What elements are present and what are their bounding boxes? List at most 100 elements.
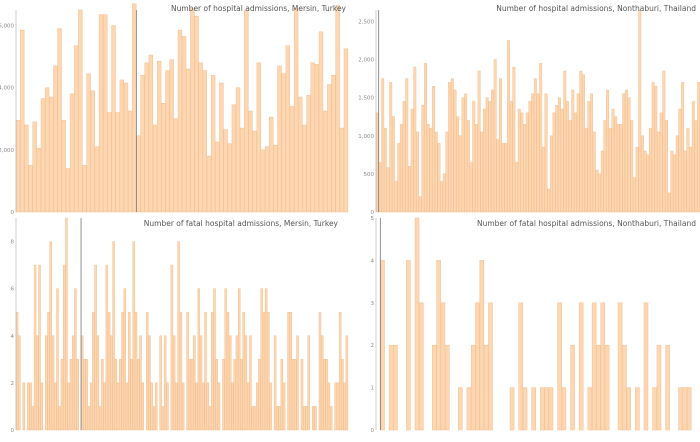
bar bbox=[429, 127, 433, 213]
bar bbox=[557, 302, 562, 431]
bar bbox=[273, 144, 278, 213]
bar bbox=[148, 335, 151, 431]
y-tick-label: 2,500 bbox=[358, 19, 374, 25]
bar bbox=[584, 127, 588, 213]
bar bbox=[393, 344, 398, 431]
bar bbox=[525, 112, 529, 213]
bar bbox=[45, 335, 48, 431]
bar bbox=[159, 335, 162, 431]
bar bbox=[215, 359, 218, 431]
bar bbox=[28, 165, 33, 213]
bar bbox=[552, 112, 556, 213]
bar bbox=[413, 66, 417, 213]
bar bbox=[248, 110, 253, 213]
bar bbox=[57, 28, 62, 213]
bar bbox=[262, 311, 266, 431]
bar bbox=[244, 9, 249, 213]
bar bbox=[96, 335, 100, 431]
bar bbox=[512, 66, 516, 213]
bar bbox=[461, 97, 465, 213]
bar bbox=[244, 335, 248, 431]
bar bbox=[40, 98, 46, 213]
bar bbox=[85, 359, 88, 431]
bar bbox=[617, 302, 623, 431]
bar bbox=[111, 25, 116, 213]
bar bbox=[329, 406, 333, 431]
bar bbox=[223, 129, 228, 213]
bar bbox=[678, 387, 683, 431]
bar bbox=[643, 302, 649, 431]
bar bbox=[517, 108, 521, 213]
bar bbox=[665, 120, 668, 213]
bar bbox=[528, 101, 532, 213]
bar bbox=[582, 74, 585, 213]
bar bbox=[123, 288, 127, 431]
bar bbox=[246, 382, 250, 431]
bar bbox=[179, 311, 183, 431]
bar bbox=[121, 311, 124, 431]
bar bbox=[190, 8, 195, 213]
bar bbox=[101, 359, 104, 431]
bar bbox=[116, 382, 120, 431]
bar bbox=[82, 165, 87, 213]
bar bbox=[130, 359, 133, 431]
bar bbox=[90, 90, 95, 213]
bar bbox=[440, 181, 444, 213]
bar-series bbox=[15, 217, 349, 431]
bar bbox=[69, 359, 73, 431]
bar bbox=[475, 302, 480, 431]
bar bbox=[198, 62, 203, 213]
y-tick-label: 0 bbox=[11, 428, 15, 434]
bar bbox=[488, 302, 493, 431]
bar bbox=[603, 120, 607, 213]
chart-title: Number of hospital admissions, Mersin, T… bbox=[171, 4, 347, 13]
bar bbox=[391, 116, 395, 213]
bar bbox=[29, 382, 32, 431]
bar bbox=[659, 112, 663, 213]
y-tick-label: 6 bbox=[11, 287, 15, 293]
bar bbox=[152, 406, 156, 431]
bar bbox=[383, 127, 387, 213]
bar bbox=[440, 302, 446, 431]
bar bbox=[49, 96, 54, 213]
bar bbox=[107, 311, 111, 431]
bar bbox=[331, 75, 336, 213]
bar bbox=[103, 14, 108, 213]
bar bbox=[686, 127, 690, 213]
bar bbox=[211, 311, 214, 431]
bar bbox=[338, 311, 342, 431]
chart-fatal-nonthaburi: 0 1 2 3 4 5 Number of fatal hospital admission… bbox=[371, 216, 697, 434]
bar bbox=[269, 382, 272, 431]
bar bbox=[114, 359, 118, 431]
bar bbox=[541, 146, 545, 213]
bar bbox=[616, 124, 620, 213]
bar bbox=[78, 9, 83, 213]
bar bbox=[456, 116, 460, 213]
bar bbox=[36, 148, 42, 213]
bar bbox=[206, 155, 212, 213]
bar bbox=[448, 82, 452, 213]
y-tick-label: 6,000 bbox=[0, 24, 14, 30]
bar bbox=[80, 335, 84, 431]
bar bbox=[276, 406, 279, 431]
bar bbox=[49, 241, 52, 431]
bar bbox=[339, 127, 344, 213]
y-tick-label: 4,000 bbox=[0, 86, 14, 92]
y-tick-label: 3 bbox=[371, 301, 375, 307]
bar bbox=[485, 97, 489, 213]
bar bbox=[107, 112, 112, 213]
bar bbox=[89, 382, 93, 431]
bar bbox=[195, 382, 198, 431]
bar bbox=[240, 127, 245, 213]
bar bbox=[587, 101, 591, 213]
bar bbox=[389, 82, 393, 213]
bar bbox=[568, 120, 572, 213]
bar bbox=[166, 382, 169, 431]
bar bbox=[289, 311, 293, 431]
bar bbox=[252, 130, 257, 213]
bar bbox=[557, 97, 561, 213]
bar bbox=[18, 335, 21, 431]
bar bbox=[302, 124, 307, 213]
bar bbox=[578, 302, 584, 431]
bar bbox=[273, 335, 277, 431]
